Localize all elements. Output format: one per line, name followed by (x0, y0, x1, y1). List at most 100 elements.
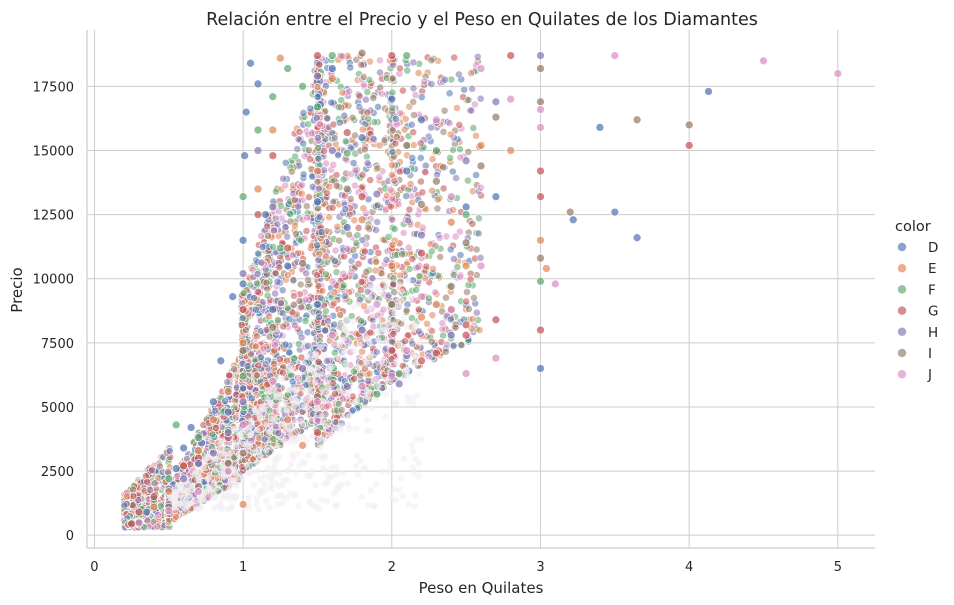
cloud-point (271, 340, 279, 349)
cloud-core-point (410, 320, 417, 327)
cloud-point (297, 236, 305, 245)
cloud-point (276, 299, 285, 307)
data-point-J (313, 397, 322, 407)
data-point-D (536, 364, 545, 373)
cloud-point (424, 294, 433, 303)
cloud-core-point (256, 452, 264, 459)
cloud-point (281, 158, 290, 167)
data-point-I (357, 48, 367, 58)
cloud-point (328, 203, 337, 212)
cloud-point (354, 223, 363, 232)
cloud-core-point (374, 284, 382, 291)
data-point-F (171, 420, 181, 430)
cloud-point (390, 225, 399, 233)
cloud-point (358, 170, 367, 179)
data-point-D (327, 64, 337, 73)
cloud-core-point (372, 480, 380, 488)
cloud-point (263, 291, 272, 300)
cloud-core-point (320, 352, 328, 359)
cloud-point (421, 168, 430, 176)
cloud-point (283, 232, 291, 241)
cloud-point (347, 268, 356, 276)
cloud-point (453, 263, 462, 271)
cloud-point (313, 271, 321, 280)
cloud-core-point (214, 503, 221, 510)
cloud-core-point (243, 461, 250, 469)
cloud-core-point (259, 403, 266, 411)
cloud-point (212, 423, 220, 432)
data-point-D (283, 261, 293, 271)
cloud-core-point (312, 482, 319, 489)
data-point-E (268, 125, 278, 135)
data-point-D (216, 356, 226, 366)
data-point-G (417, 248, 426, 258)
data-point-E (536, 235, 545, 245)
cloud-point (304, 193, 313, 202)
cloud-core-point (338, 321, 345, 329)
cloud-core-point (380, 323, 387, 330)
cloud-point (314, 184, 323, 193)
cloud-point (254, 249, 263, 258)
cloud-point (452, 174, 460, 182)
data-point-I (536, 97, 545, 107)
cloud-core-point (197, 504, 205, 512)
data-point-D (179, 443, 188, 453)
data-point-H (394, 379, 404, 389)
cloud-point (436, 252, 445, 261)
data-point-J (432, 115, 441, 125)
cloud-point (278, 286, 287, 295)
cloud-core-point (260, 489, 267, 496)
cloud-point (320, 147, 328, 155)
cloud-core-point (295, 502, 302, 510)
cloud-point (363, 108, 372, 117)
data-point-F (238, 192, 248, 202)
cloud-point (438, 319, 447, 328)
cloud-core-point (341, 347, 348, 354)
cloud-point (375, 173, 384, 181)
cloud-core-point (204, 475, 211, 482)
data-point-J (610, 51, 620, 60)
data-point-H (238, 269, 248, 278)
cloud-core-point (344, 366, 351, 373)
data-point-G (238, 305, 248, 314)
cloud-core-point (393, 358, 400, 366)
cloud-point (265, 406, 274, 415)
data-point-D (342, 223, 352, 232)
cloud-point (332, 268, 341, 277)
cloud-point (450, 53, 459, 62)
data-point-I (536, 253, 545, 263)
data-point-G (536, 192, 545, 202)
cloud-point (402, 306, 411, 315)
cloud-core-point (376, 343, 383, 351)
cloud-point (469, 293, 478, 302)
cloud-point (350, 216, 359, 225)
cloud-core-point (368, 283, 375, 291)
cloud-core-point (288, 460, 295, 468)
cloud-core-point (208, 486, 215, 493)
cloud-point (374, 249, 383, 257)
cloud-core-point (363, 416, 370, 423)
cloud-point (281, 181, 290, 190)
cloud-point (424, 352, 433, 361)
data-point-H (313, 71, 322, 81)
cloud-point (239, 314, 247, 322)
cloud-point (286, 209, 295, 218)
cloud-point (476, 94, 485, 103)
y-tick-label: 17500 (33, 80, 74, 95)
data-point-E (298, 441, 307, 450)
cloud-point (294, 373, 302, 382)
cloud-point (285, 348, 294, 357)
cloud-point (463, 176, 472, 185)
cloud-point (427, 56, 436, 65)
data-point-D (402, 166, 412, 176)
cloud-point (303, 342, 312, 350)
data-point-F (164, 474, 174, 484)
cloud-point (379, 305, 388, 314)
cloud-point (427, 337, 436, 346)
cloud-point (338, 88, 347, 97)
cloud-point (363, 88, 372, 96)
cloud-point (449, 145, 457, 154)
data-point-G (461, 330, 471, 340)
cloud-core-point (393, 399, 400, 406)
cloud-point (428, 311, 437, 320)
